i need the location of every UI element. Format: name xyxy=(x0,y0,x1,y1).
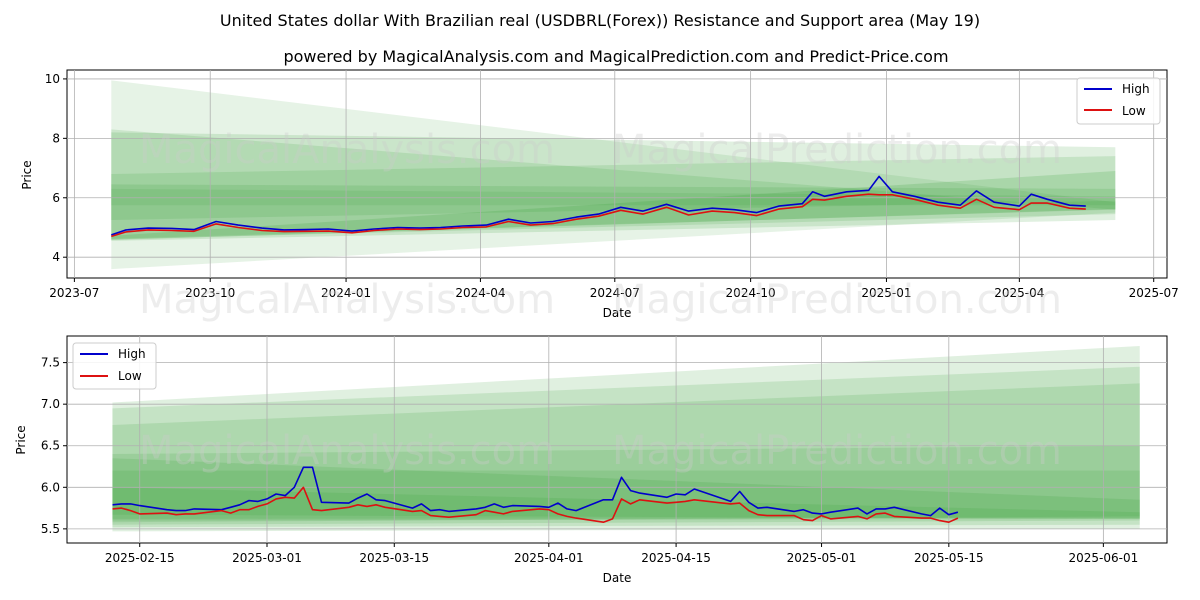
bottom-y-tick-label-2: 6.5 xyxy=(41,439,60,453)
chart-subtitle: powered by MagicalAnalysis.com and Magic… xyxy=(283,47,948,66)
watermark-prediction-bottom: MagicalPrediction.com xyxy=(612,428,1062,474)
top-legend-low-label: Low xyxy=(1122,104,1146,118)
bottom-x-axis: 2025-02-15 2025-03-01 2025-03-15 2025-04-01… xyxy=(105,543,1138,565)
bottom-y-axis-label: Price xyxy=(14,425,28,454)
watermark-prediction-mid: MagicalPrediction.com xyxy=(612,277,1062,323)
top-y-tick-label-2: 8 xyxy=(52,131,60,145)
top-series xyxy=(111,175,1086,238)
top-band-6 xyxy=(111,171,1116,240)
bottom-x-tick-label-1: 2025-03-01 xyxy=(232,551,302,565)
top-x-tick-label-3: 2024-04 xyxy=(455,286,505,300)
bottom-y-tick-label-0: 5.5 xyxy=(41,522,60,536)
watermarks: MagicalAnalysis.com MagicalPrediction.co… xyxy=(139,127,1062,474)
bottom-y-tick-label-4: 7.5 xyxy=(41,356,60,370)
top-plot-area xyxy=(66,69,1168,279)
bottom-x-tick-label-7: 2025-06-01 xyxy=(1068,551,1138,565)
top-grid xyxy=(67,70,1167,278)
bottom-x-tick-label-0: 2025-02-15 xyxy=(105,551,175,565)
watermark-analysis-mid: MagicalAnalysis.com xyxy=(139,277,555,323)
top-panel: 2023-07 2023-10 2024-01 2024-04 2024-07 2024-… xyxy=(20,69,1179,320)
top-y-tick-label-0: 4 xyxy=(52,250,60,264)
top-x-tick-label-2: 2024-01 xyxy=(321,286,371,300)
bottom-band-0 xyxy=(112,345,1140,532)
top-x-tick-label-5: 2024-10 xyxy=(726,286,776,300)
bottom-y-axis: 5.5 6.0 6.5 7.0 7.5 xyxy=(41,356,67,536)
bottom-x-tick-label-5: 2025-05-01 xyxy=(787,551,857,565)
top-x-axis-label: Date xyxy=(603,306,632,320)
top-y-axis: 4 6 8 10 xyxy=(45,72,67,264)
bottom-y-tick-label-1: 6.0 xyxy=(41,480,60,494)
top-x-tick-label-7: 2025-04 xyxy=(994,286,1044,300)
top-band-5 xyxy=(111,188,1116,206)
top-y-axis-label: Price xyxy=(20,160,34,189)
top-x-tick-label-1: 2023-10 xyxy=(185,286,235,300)
top-legend-high-label: High xyxy=(1122,82,1150,96)
watermark-analysis-bottom: MagicalAnalysis.com xyxy=(139,428,555,474)
bottom-x-tick-label-3: 2025-04-01 xyxy=(514,551,584,565)
top-legend: High Low xyxy=(1076,77,1161,125)
top-x-axis: 2023-07 2023-10 2024-01 2024-04 2024-07 2024-… xyxy=(49,278,1179,300)
top-y-tick-label-1: 6 xyxy=(52,191,60,205)
bottom-series-low xyxy=(112,486,959,524)
bottom-band-2 xyxy=(112,383,1140,525)
bottom-x-axis-label: Date xyxy=(603,571,632,585)
top-y-tick-label-3: 10 xyxy=(45,72,60,86)
top-x-tick-label-4: 2024-07 xyxy=(590,286,640,300)
top-x-tick-label-6: 2025-01 xyxy=(861,286,911,300)
bottom-x-tick-label-6: 2025-05-15 xyxy=(914,551,984,565)
top-x-tick-label-8: 2025-07 xyxy=(1129,286,1179,300)
top-band-0 xyxy=(111,80,1116,270)
bottom-band-5 xyxy=(112,470,1140,519)
top-series-low xyxy=(111,193,1086,238)
bottom-series-high xyxy=(112,466,959,517)
top-series-high xyxy=(111,175,1086,236)
bottom-legend: High Low xyxy=(72,342,157,390)
bottom-legend-low-label: Low xyxy=(118,369,142,383)
top-band-1 xyxy=(111,132,1116,241)
watermark-analysis-top: MagicalAnalysis.com xyxy=(139,127,555,173)
bottom-x-tick-label-2: 2025-03-15 xyxy=(359,551,429,565)
bottom-panel: 2025-02-15 2025-03-01 2025-03-15 2025-04-01… xyxy=(14,335,1168,585)
top-x-tick-label-0: 2023-07 xyxy=(49,286,99,300)
watermark-prediction-top: MagicalPrediction.com xyxy=(612,127,1062,173)
chart-title: United States dollar With Brazilian real… xyxy=(220,11,980,30)
bottom-series xyxy=(112,466,959,524)
bottom-y-tick-label-3: 7.0 xyxy=(41,397,60,411)
bottom-x-tick-label-4: 2025-04-15 xyxy=(641,551,711,565)
bottom-legend-high-label: High xyxy=(118,347,146,361)
